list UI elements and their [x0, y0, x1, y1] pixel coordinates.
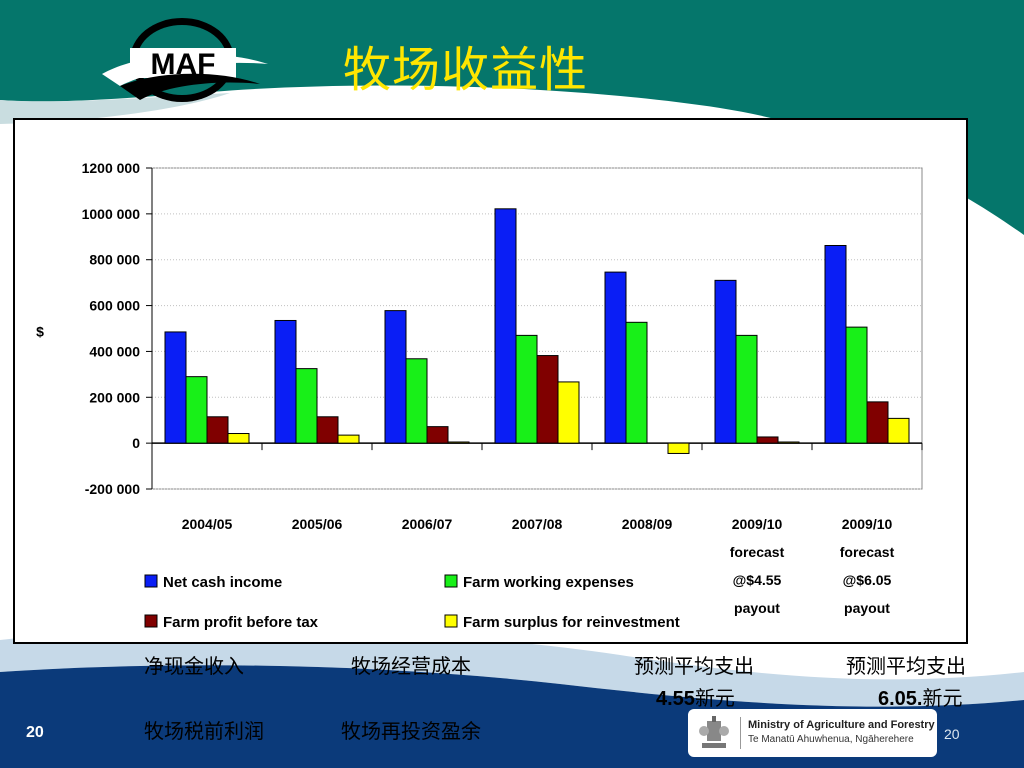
coat-of-arms-icon: [699, 716, 729, 748]
legend-label: Farm working expenses: [463, 574, 634, 591]
y-tick-label: 1000 000: [82, 206, 141, 222]
legend-swatch: [144, 614, 158, 628]
ministry-divider: [740, 717, 741, 749]
x-category-label: 2007/08: [512, 516, 563, 532]
bar: [887, 417, 910, 444]
slide-title: 牧场收益性: [343, 42, 589, 98]
legend-swatch: [444, 614, 458, 628]
x-category-label: forecast: [730, 544, 785, 560]
bar: [316, 416, 339, 444]
y-tick-label: 800 000: [89, 252, 140, 268]
x-category-label: 2005/06: [292, 516, 343, 532]
legend-label: Farm surplus for reinvestment: [463, 614, 680, 631]
x-category-label: 2009/10: [842, 516, 893, 532]
y-tick-label: 200 000: [89, 389, 140, 405]
bar: [845, 326, 868, 444]
bar: [625, 321, 648, 444]
x-category-label: payout: [844, 600, 890, 616]
bar: [274, 319, 297, 444]
bar: [604, 271, 627, 444]
ministry-name: Ministry of Agriculture and Forestry: [748, 719, 935, 731]
bar: [185, 376, 208, 444]
top-teal-band: [0, 0, 1024, 235]
annotation-forecast-1: 预测平均支出: [634, 654, 754, 678]
y-tick-label: 600 000: [89, 298, 140, 314]
chart-container: -200 000 0 200 000 400 000 600 000 800 000 100…: [13, 118, 968, 644]
x-category-label: 2004/05: [182, 516, 233, 532]
annotation-forecast-2-value: 6.05.新元: [878, 686, 963, 710]
x-category-label: 2009/10: [732, 516, 783, 532]
x-category-label: @$4.55: [733, 572, 782, 588]
bar: [667, 442, 690, 454]
annotation-farm-working-expenses: 牧场经营成本: [351, 654, 471, 678]
bar: [337, 434, 360, 444]
bar-chart: -200 000 0 200 000 400 000 600 000 800 000 100…: [36, 160, 923, 631]
annotation-farm-surplus: 牧场再投资盈余: [341, 719, 481, 743]
y-axis-title: $: [36, 324, 44, 340]
bar: [515, 334, 538, 444]
ministry-subtitle: Te Manatū Ahuwhenua, Ngāherehere: [748, 734, 914, 745]
annotation-forecast-1-value: 4.55新元: [656, 686, 735, 710]
annotation-net-cash-income: 净现金收入: [144, 654, 244, 678]
y-tick-label: -200 000: [85, 481, 140, 497]
bar: [777, 441, 800, 444]
bottom-light-wave: [0, 628, 1024, 707]
bar: [714, 279, 737, 444]
y-tick-label: 400 000: [89, 343, 140, 359]
x-category-label: payout: [734, 600, 780, 616]
page-number: 20: [26, 724, 44, 741]
y-tick-label: 1200 000: [82, 160, 141, 176]
legend-swatch: [444, 574, 458, 588]
bar: [426, 426, 449, 444]
bar: [447, 441, 470, 444]
bar: [756, 436, 779, 444]
legend-label: Net cash income: [163, 574, 282, 591]
bar: [536, 355, 559, 444]
ministry-logo-box: Ministry of Agriculture and Forestry Te …: [688, 709, 937, 757]
bar: [824, 244, 847, 444]
x-category-label: 2006/07: [402, 516, 453, 532]
legend-swatch: [144, 574, 158, 588]
bar: [227, 433, 250, 444]
page-number-secondary: 20: [944, 726, 960, 742]
bar: [164, 331, 187, 444]
bar: [494, 208, 517, 444]
bar: [557, 381, 580, 444]
bar: [866, 401, 889, 444]
bar: [735, 334, 758, 444]
x-category-label: @$6.05: [843, 572, 892, 588]
legend-label: Farm profit before tax: [163, 614, 319, 631]
y-tick-label: 0: [132, 435, 140, 451]
annotation-farm-profit: 牧场税前利润: [144, 719, 264, 743]
x-category-label: 2008/09: [622, 516, 673, 532]
bar: [405, 358, 428, 444]
annotation-forecast-2: 预测平均支出: [846, 654, 966, 678]
bar: [295, 368, 318, 444]
x-category-label: forecast: [840, 544, 895, 560]
bar: [384, 310, 407, 444]
maf-logo: MAF: [102, 18, 268, 102]
bar: [206, 416, 229, 444]
